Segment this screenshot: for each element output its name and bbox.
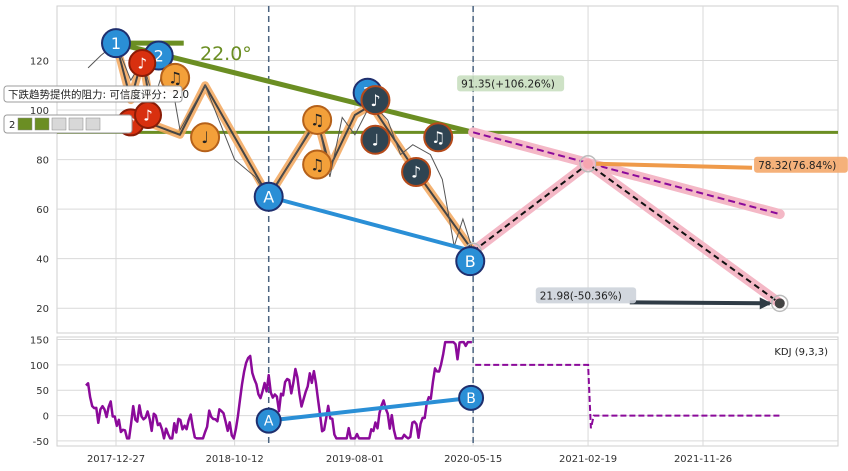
annotation-box [754, 156, 848, 173]
x-tick-label: 2017-12-27 [87, 454, 145, 465]
price-panel-frame [56, 5, 839, 334]
wave-marker: 1 [101, 28, 131, 59]
annotation-label: 91.35(+106.26%) [457, 75, 565, 92]
wave-marker: ♩ [360, 124, 391, 155]
kdj-marker-label: A [264, 414, 274, 430]
wave-marker-label: ♫ [310, 111, 324, 130]
wave-marker-circle [128, 48, 157, 77]
kdj-y-tick-label: 0 [43, 412, 49, 423]
rating-score: 2 [9, 120, 15, 131]
x-tick-label: 2018-10-12 [206, 454, 264, 465]
wave-marker: ♪ [128, 48, 157, 77]
kdj-series-label: KDJ (9,3,3) [774, 347, 828, 358]
kdj-marker: A [255, 407, 282, 434]
kdj-y-tick-label: 100 [30, 361, 49, 372]
annotation-box [457, 75, 565, 92]
kdj-ab-trendline [268, 395, 472, 423]
annotation-text: 21.98(-50.36%) [540, 290, 622, 302]
annotation-label: 21.98(-50.36%) [535, 287, 772, 310]
kdj-y-tick-label: -50 [33, 437, 49, 448]
wave-marker-label: ♫ [168, 69, 182, 88]
wave-marker-circle [360, 124, 391, 155]
annotation-arrow [629, 300, 770, 306]
projection-node [774, 298, 785, 309]
annotation-text: 91.35(+106.26%) [461, 78, 555, 90]
wave-marker: ♪ [401, 156, 432, 187]
wave-marker-label: 2 [154, 46, 164, 65]
price-y-tick-label: 60 [36, 205, 49, 216]
wave-marker-circle [423, 122, 454, 153]
wave-marker-label: ♫ [310, 155, 324, 174]
wave-marker-label: B [465, 252, 476, 271]
kdj-projection-line [475, 363, 780, 429]
price-y-tick-label: 20 [36, 304, 49, 315]
wave-marker: ♪ [134, 101, 163, 129]
wave-marker: ♫ [302, 104, 333, 135]
wave-marker: A [253, 181, 284, 212]
rating-cell [17, 117, 33, 131]
wave-marker-circle [455, 246, 486, 277]
rating-cell [85, 117, 101, 131]
tooltip-text: 下跌趋势提供的阻力: 可信度评分：2.0 [8, 88, 189, 101]
x-tick-label: 2020-05-15 [444, 454, 502, 465]
projection-upper-line [472, 131, 781, 216]
rating-cell [34, 117, 50, 131]
kdj-y-tick-label: 50 [36, 386, 49, 397]
x-tick-label: 2021-02-19 [559, 454, 617, 465]
kdj-marker-circle [255, 407, 282, 434]
annotation-arrowhead [759, 297, 772, 310]
tooltip-box [3, 85, 183, 103]
wave-marker-label: ♪ [370, 91, 380, 110]
rating-cell [68, 117, 84, 131]
annotation-box [535, 287, 637, 304]
ab-trendline [268, 194, 474, 254]
wave-marker-circle [302, 104, 333, 135]
wave-marker: ♫ [302, 149, 333, 180]
wave-marker-circle [302, 149, 333, 180]
kdj-y-tick-label: 150 [30, 336, 49, 347]
rating-cell [51, 117, 67, 131]
price-y-tick-label: 80 [36, 156, 49, 167]
wave-marker: ♪ [360, 85, 391, 116]
kdj-marker: B [458, 384, 485, 411]
annotation-label: 78.32(76.84%) [596, 156, 848, 173]
annotation-arrow [596, 161, 753, 170]
resistance-tooltip: 下跌趋势提供的阻力: 可信度评分：2.0 2 [3, 85, 189, 134]
wave-marker-label: ♩ [201, 128, 209, 147]
wave-marker-label: ♪ [137, 54, 147, 72]
kdj-marker-circle [458, 384, 485, 411]
wave-marker-label: ♪ [411, 163, 421, 182]
wave-marker-circle [360, 85, 391, 116]
wave-marker-circle [190, 122, 221, 153]
angle-label: 22.0° [200, 43, 252, 65]
price-y-tick-label: 40 [36, 255, 49, 266]
wave-marker-label: ♫ [431, 128, 445, 147]
wave-marker-label: ♪ [143, 106, 153, 124]
kdj-history-line [85, 340, 472, 440]
price-y-tick-label: 100 [30, 106, 49, 117]
wave-marker: ♫ [160, 62, 191, 93]
price-y-tick-label: 120 [30, 57, 49, 68]
resistance-trendline [115, 40, 474, 135]
wave-marker: ♫ [423, 122, 454, 153]
wave-marker: B [455, 246, 486, 277]
wave-marker: ♩ [190, 122, 221, 153]
wave-marker-label: ♩ [372, 131, 380, 150]
wave-marker-circle [253, 181, 284, 212]
x-tick-label: 2021-11-26 [674, 454, 732, 465]
wave-marker-label: A [263, 188, 274, 207]
wave-marker-circle [401, 156, 432, 187]
x-tick-label: 2019-08-01 [326, 454, 384, 465]
kdj-marker-label: B [466, 391, 476, 407]
annotation-text: 78.32(76.84%) [758, 160, 836, 172]
wave-marker-circle [101, 28, 131, 59]
wave-marker-label: 1 [111, 34, 121, 53]
projection-node [583, 158, 594, 169]
